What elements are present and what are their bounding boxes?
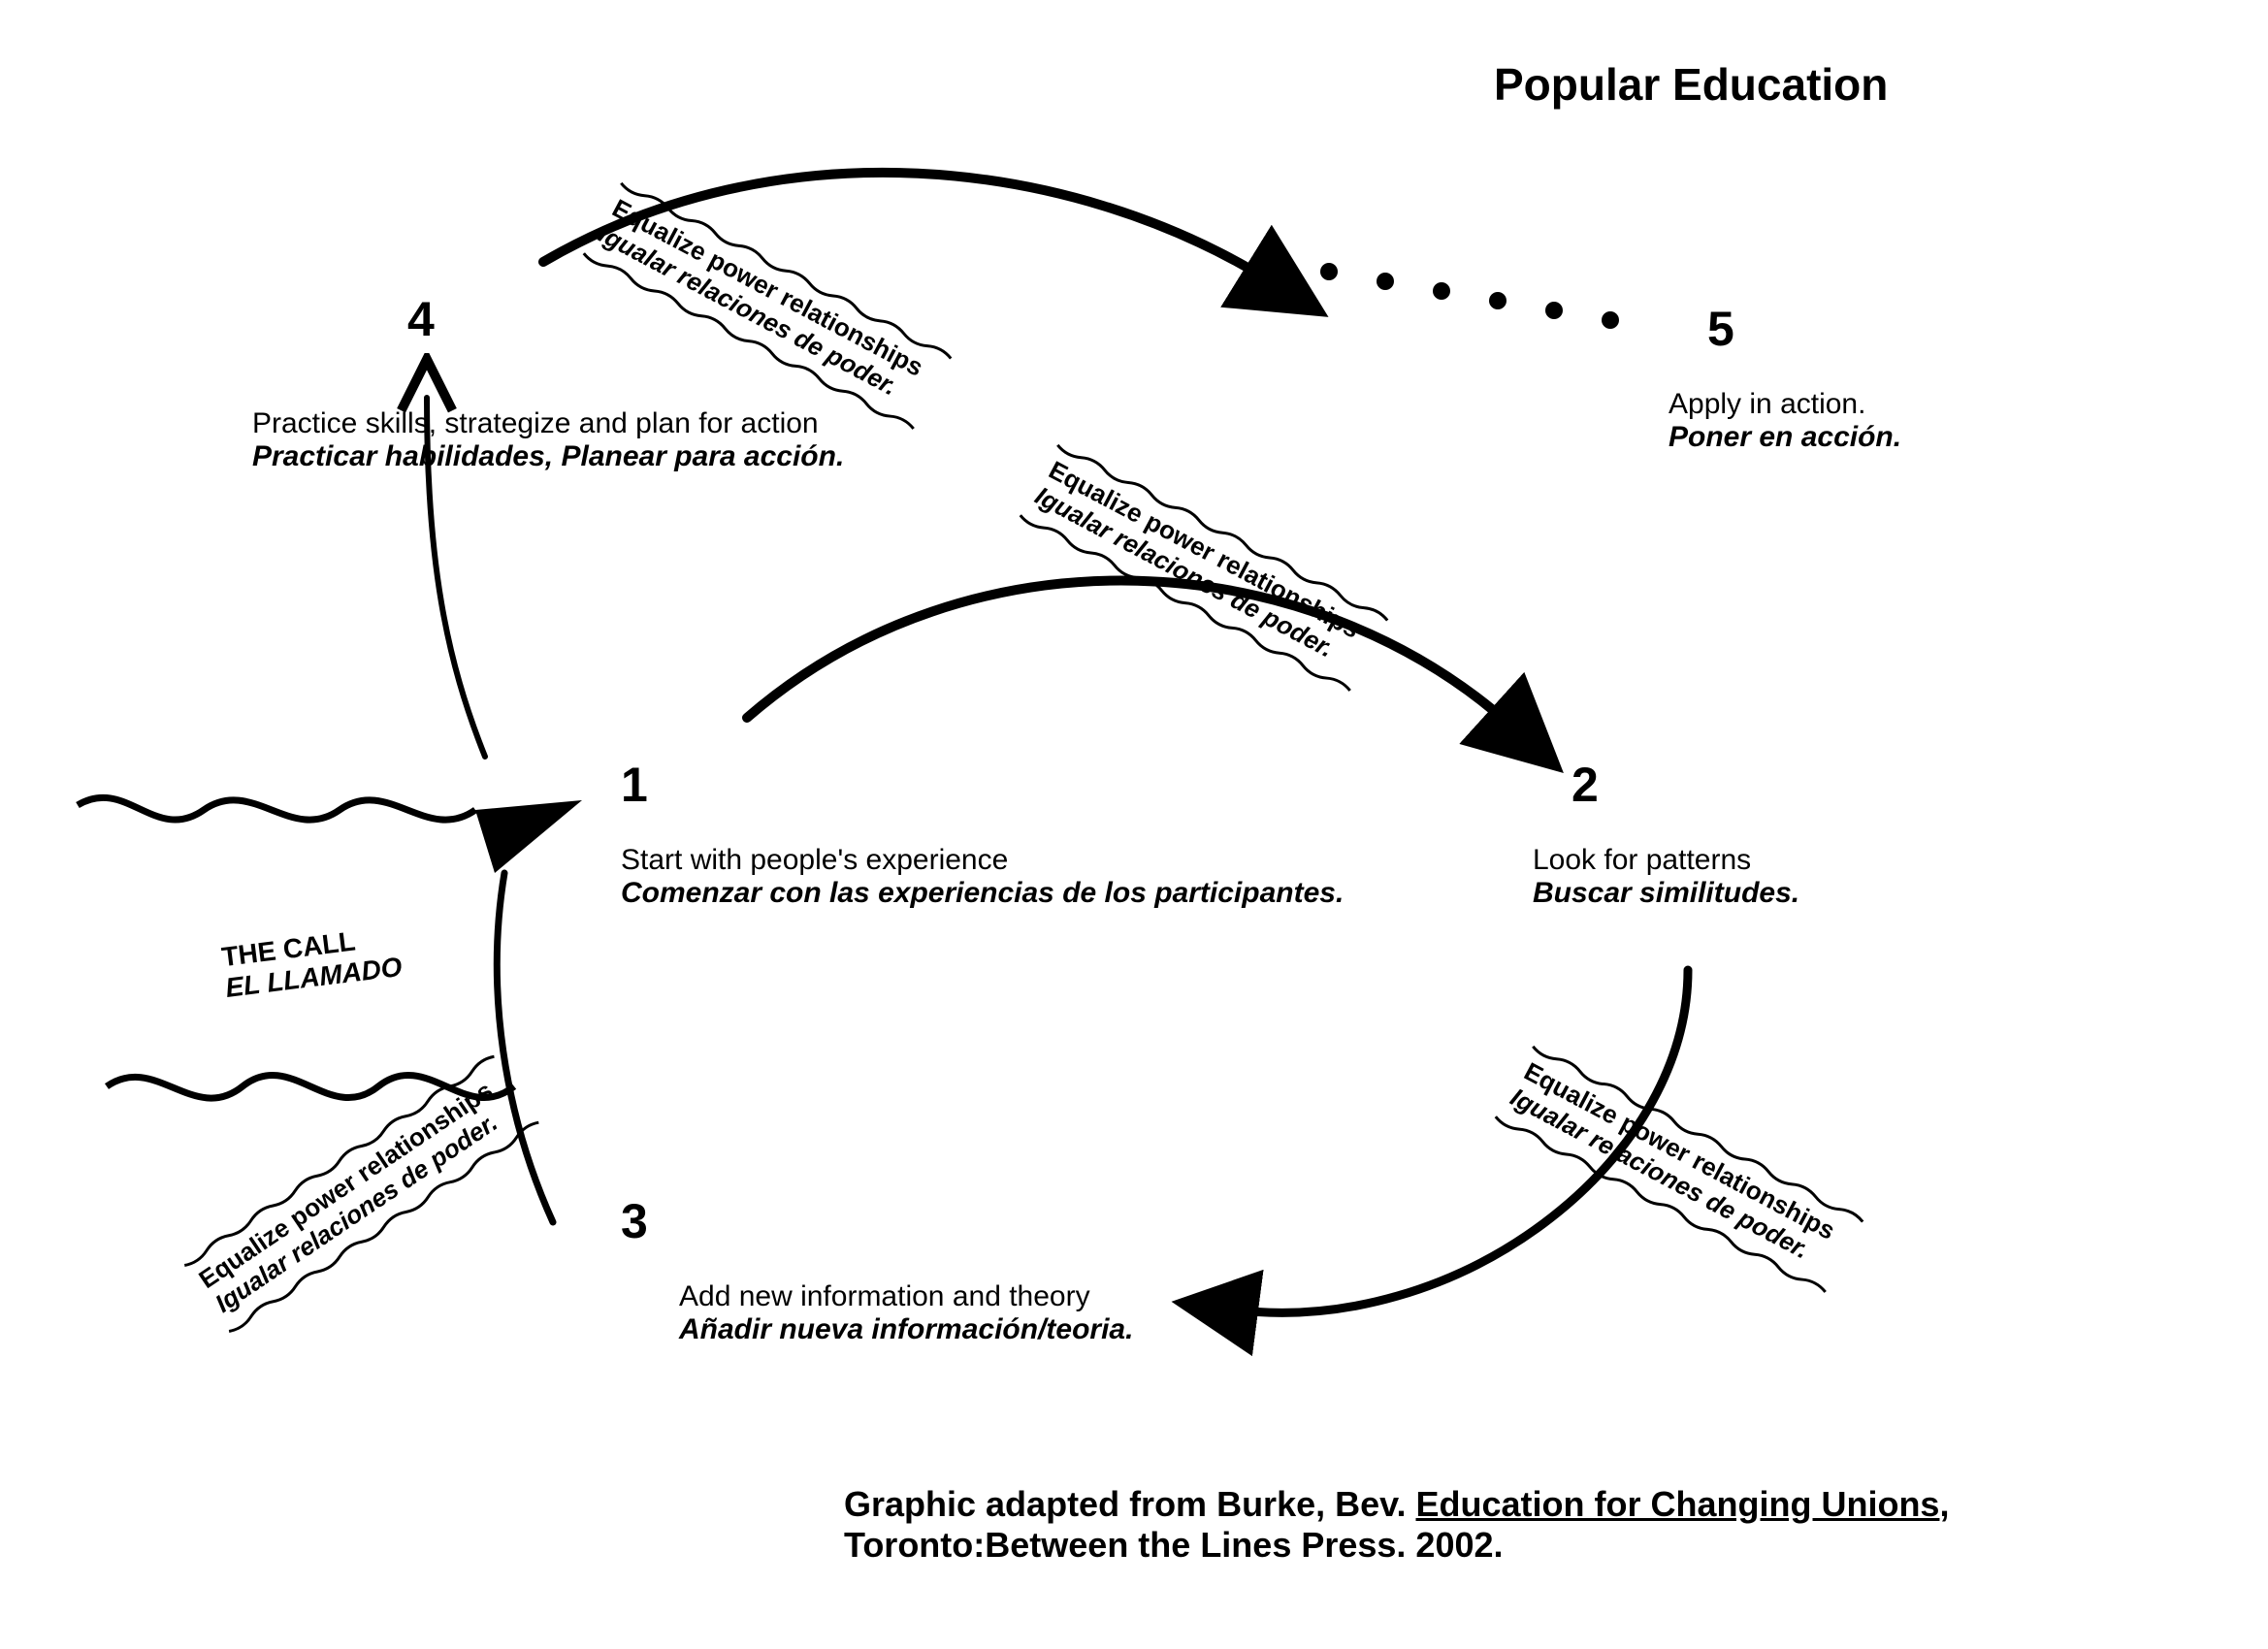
citation: Graphic adapted from Burke, Bev. Educati… bbox=[844, 1484, 1949, 1566]
continuation-dot bbox=[1377, 273, 1394, 290]
step-1-label: Start with people's experienceComenzar c… bbox=[621, 844, 1344, 910]
arrows-layer bbox=[0, 0, 2268, 1649]
equalize-en: Equalize power relationships bbox=[1519, 1057, 1839, 1246]
step-2-label: Look for patternsBuscar similitudes. bbox=[1533, 844, 1799, 910]
step-1-number: 1 bbox=[621, 757, 648, 813]
equalize-label-3: Equalize power relationshipsIgualar rela… bbox=[194, 1077, 514, 1319]
equalize-label-1: Equalize power relationshipsIgualar rela… bbox=[1030, 456, 1364, 670]
diagram-canvas: Popular Education 1 Start with people's e… bbox=[0, 0, 2268, 1649]
equalize-label-2: Equalize power relationshipsIgualar rela… bbox=[1506, 1057, 1839, 1272]
step-2-label-es: Buscar similitudes. bbox=[1533, 877, 1799, 910]
step-3-label-en: Add new information and theory bbox=[679, 1280, 1133, 1313]
step-4-label: Practice skills, strategize and plan for… bbox=[252, 407, 844, 473]
citation-line2: Toronto:Between the Lines Press. 2002. bbox=[844, 1525, 1949, 1566]
page-title: Popular Education bbox=[1494, 58, 1888, 111]
step-4-number: 4 bbox=[407, 291, 435, 347]
step-1-label-es: Comenzar con las experiencias de los par… bbox=[621, 877, 1344, 910]
step-3-number: 3 bbox=[621, 1193, 648, 1249]
continuation-dot bbox=[1489, 292, 1507, 309]
step-1-label-en: Start with people's experience bbox=[621, 844, 1344, 877]
arrow_3_to_1_side bbox=[497, 873, 553, 1222]
equalize-en: Equalize power relationships bbox=[194, 1077, 499, 1295]
continuation-dot bbox=[1602, 311, 1619, 329]
the-call-label: THE CALL EL LLAMADO bbox=[220, 921, 404, 1004]
continuation-dot bbox=[1433, 282, 1450, 300]
step-5-number: 5 bbox=[1707, 301, 1734, 357]
equalize-en: Equalize power relationships bbox=[1044, 456, 1364, 645]
step-5-label-en: Apply in action. bbox=[1669, 388, 1901, 421]
equalize-es: Igualar relaciones de poder. bbox=[1506, 1083, 1826, 1272]
step-5-label: Apply in action.Poner en acción. bbox=[1669, 388, 1901, 454]
continuation-dot bbox=[1545, 302, 1563, 319]
citation-line1: Graphic adapted from Burke, Bev. Educati… bbox=[844, 1484, 1949, 1525]
equalize-en: Equalize power relationships bbox=[607, 194, 927, 383]
continuation-dot bbox=[1320, 263, 1338, 280]
equalize-es: Igualar relaciones de poder. bbox=[211, 1100, 515, 1318]
equalize-es: Igualar relaciones de poder. bbox=[1030, 481, 1350, 670]
step-4-label-en: Practice skills, strategize and plan for… bbox=[252, 407, 844, 440]
citation-prefix: Graphic adapted from Burke, Bev. bbox=[844, 1484, 1415, 1524]
equalize-label-0: Equalize power relationshipsIgualar rela… bbox=[594, 194, 927, 408]
step-4-label-es: Practicar habilidades, Planear para acci… bbox=[252, 440, 844, 473]
citation-title: Education for Changing Unions bbox=[1415, 1484, 1939, 1524]
arrow_1_to_2 bbox=[747, 581, 1513, 728]
equalize-es: Igualar relaciones de poder. bbox=[594, 219, 914, 408]
step-2-number: 2 bbox=[1571, 757, 1599, 813]
step-2-label-en: Look for patterns bbox=[1533, 844, 1799, 877]
step-5-label-es: Poner en acción. bbox=[1669, 421, 1901, 454]
step-3-label-es: Añadir nueva información/teoria. bbox=[679, 1313, 1133, 1346]
citation-suffix: , bbox=[1939, 1484, 1949, 1524]
step-3-label: Add new information and theoryAñadir nue… bbox=[679, 1280, 1133, 1346]
